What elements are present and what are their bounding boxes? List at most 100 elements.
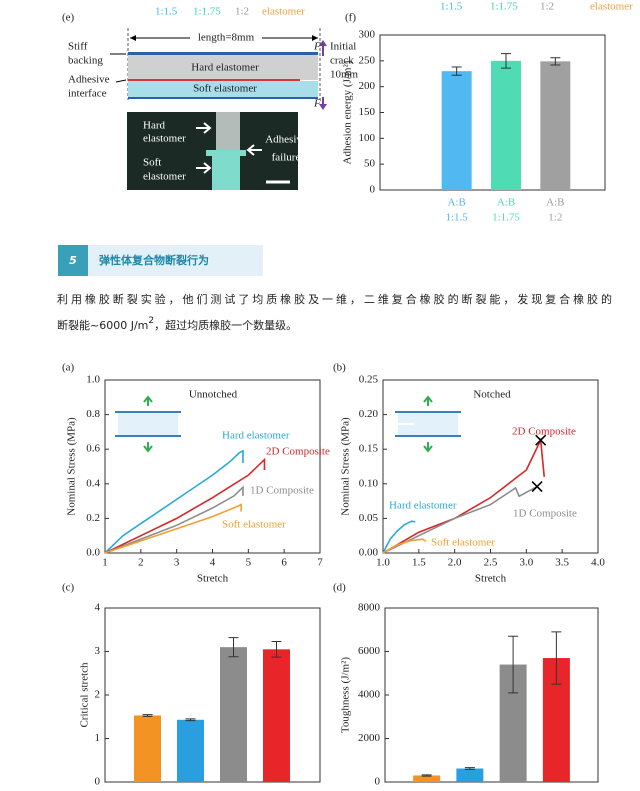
y-tick-label: 0 [370, 184, 376, 196]
label: Stiff [68, 41, 88, 53]
y-tick-label: 0.05 [359, 512, 379, 524]
force-label: F [313, 41, 321, 53]
icon-body [118, 412, 178, 436]
series-label: Soft elastomer [431, 537, 495, 549]
x-tick-label: 4.0 [591, 557, 605, 569]
panel-label: (b) [333, 362, 346, 374]
series-label: 1D Composite [250, 485, 314, 497]
x-tick-label: 5 [246, 557, 252, 569]
text: ，超过均质橡胶一个数量级。 [154, 318, 297, 332]
legend-text: 1:1.5 [155, 6, 178, 18]
error-bar [271, 640, 282, 658]
bar [456, 768, 484, 782]
chart-title: Notched [473, 389, 511, 401]
x-tick-label: 6 [281, 557, 287, 569]
inset-icon [395, 395, 461, 453]
photo-arrows [196, 122, 262, 174]
y-tick-label: 8000 [358, 602, 381, 614]
bar [220, 647, 247, 782]
bar [491, 60, 521, 191]
failure-mark [535, 434, 547, 446]
failure-mark [531, 481, 543, 493]
error-bar [451, 66, 462, 76]
y-tick-label: 1.0 [86, 374, 100, 386]
error-bar [142, 714, 153, 717]
series-line [104, 449, 244, 554]
bar [540, 61, 571, 190]
series-label: Hard elastomer [222, 430, 290, 442]
series-label: 2D Composite [266, 446, 330, 458]
y-tick-label: 200 [359, 80, 376, 92]
label: crack [330, 55, 354, 67]
x-tick-label: 2.5 [484, 557, 498, 569]
y-tick-label: 2 [95, 689, 101, 701]
x-tick-label: A:B [546, 197, 564, 209]
y-axis-label: Toughness (J/m²) [340, 657, 352, 733]
panel-e: (e) 1:1.5 1:1.75 1:2 elastomer length=8m… [62, 6, 359, 190]
label-bg [190, 31, 262, 45]
y-tick-label: 4000 [358, 689, 381, 701]
legend-text: 1:1.75 [193, 6, 221, 18]
y-tick-label: 0.0 [86, 547, 100, 559]
x-tick-label: 2.0 [448, 557, 462, 569]
x-axis-label: Stretch [475, 573, 507, 585]
x-tick-label: 1.5 [412, 557, 426, 569]
y-tick-label: 0 [375, 776, 381, 788]
y-tick-label: 0.25 [359, 374, 379, 386]
backing [128, 52, 318, 55]
panel-label: (c) [62, 582, 75, 594]
section-bg [58, 245, 263, 276]
bar [177, 719, 204, 782]
photo-soft [206, 150, 246, 190]
x-tick-label: A:B [497, 197, 515, 209]
y-tick-label: 150 [359, 106, 376, 118]
label: Soft elastomer [193, 83, 257, 95]
x-tick-label: 3.0 [519, 557, 533, 569]
series-label: 1D Composite [513, 508, 577, 520]
header-text: 1:1.5 [440, 1, 463, 13]
photo-label: Hard [143, 120, 165, 132]
y-tick-label: 0 [95, 776, 101, 788]
error-bar [550, 57, 561, 66]
x-tick-label: 1 [102, 557, 108, 569]
error-bar [185, 718, 196, 722]
y-tick-label: 3 [95, 645, 101, 657]
arrow-head [319, 104, 327, 110]
section-badge [58, 245, 88, 276]
error-bar [551, 631, 562, 685]
photo-label: Soft [143, 157, 161, 169]
series-line [104, 457, 266, 554]
series-label: 2D Composite [512, 426, 576, 438]
y-tick-label: 0.2 [86, 512, 100, 524]
label: 10mm [330, 69, 359, 81]
photo-label: elastomer [143, 133, 186, 145]
x-tick-label: 2 [138, 557, 144, 569]
label: backing [68, 55, 103, 67]
error-bar [421, 774, 432, 777]
x-axis-label: Stretch [197, 573, 229, 585]
series-line [104, 485, 244, 554]
panel-label: (e) [62, 12, 75, 24]
error-bar [501, 53, 511, 69]
photo-hard [216, 112, 240, 152]
y-tick-label: 0.6 [86, 443, 100, 455]
x-tick-label: 1.0 [376, 557, 390, 569]
error-bar [228, 637, 239, 658]
chart-title: Unnotched [189, 389, 238, 401]
icon-arrows [143, 395, 153, 453]
y-axis-label: Critical stretch [79, 662, 91, 728]
series-label: Hard elastomer [389, 500, 457, 512]
soft-layer [128, 81, 318, 97]
y-tick-label: 6000 [358, 645, 381, 657]
y-tick-label: 0.20 [359, 408, 379, 420]
superscript: 2 [148, 316, 154, 326]
panel-label: (d) [333, 582, 346, 594]
y-tick-label: 300 [359, 29, 376, 41]
y-tick-label: 0.00 [359, 547, 379, 559]
y-tick-label: 250 [359, 54, 376, 66]
series-line [382, 520, 416, 554]
series-line [382, 485, 538, 554]
x-tick-label: 3 [174, 557, 180, 569]
section-number: 5 [69, 254, 77, 267]
label: interface [68, 88, 107, 100]
